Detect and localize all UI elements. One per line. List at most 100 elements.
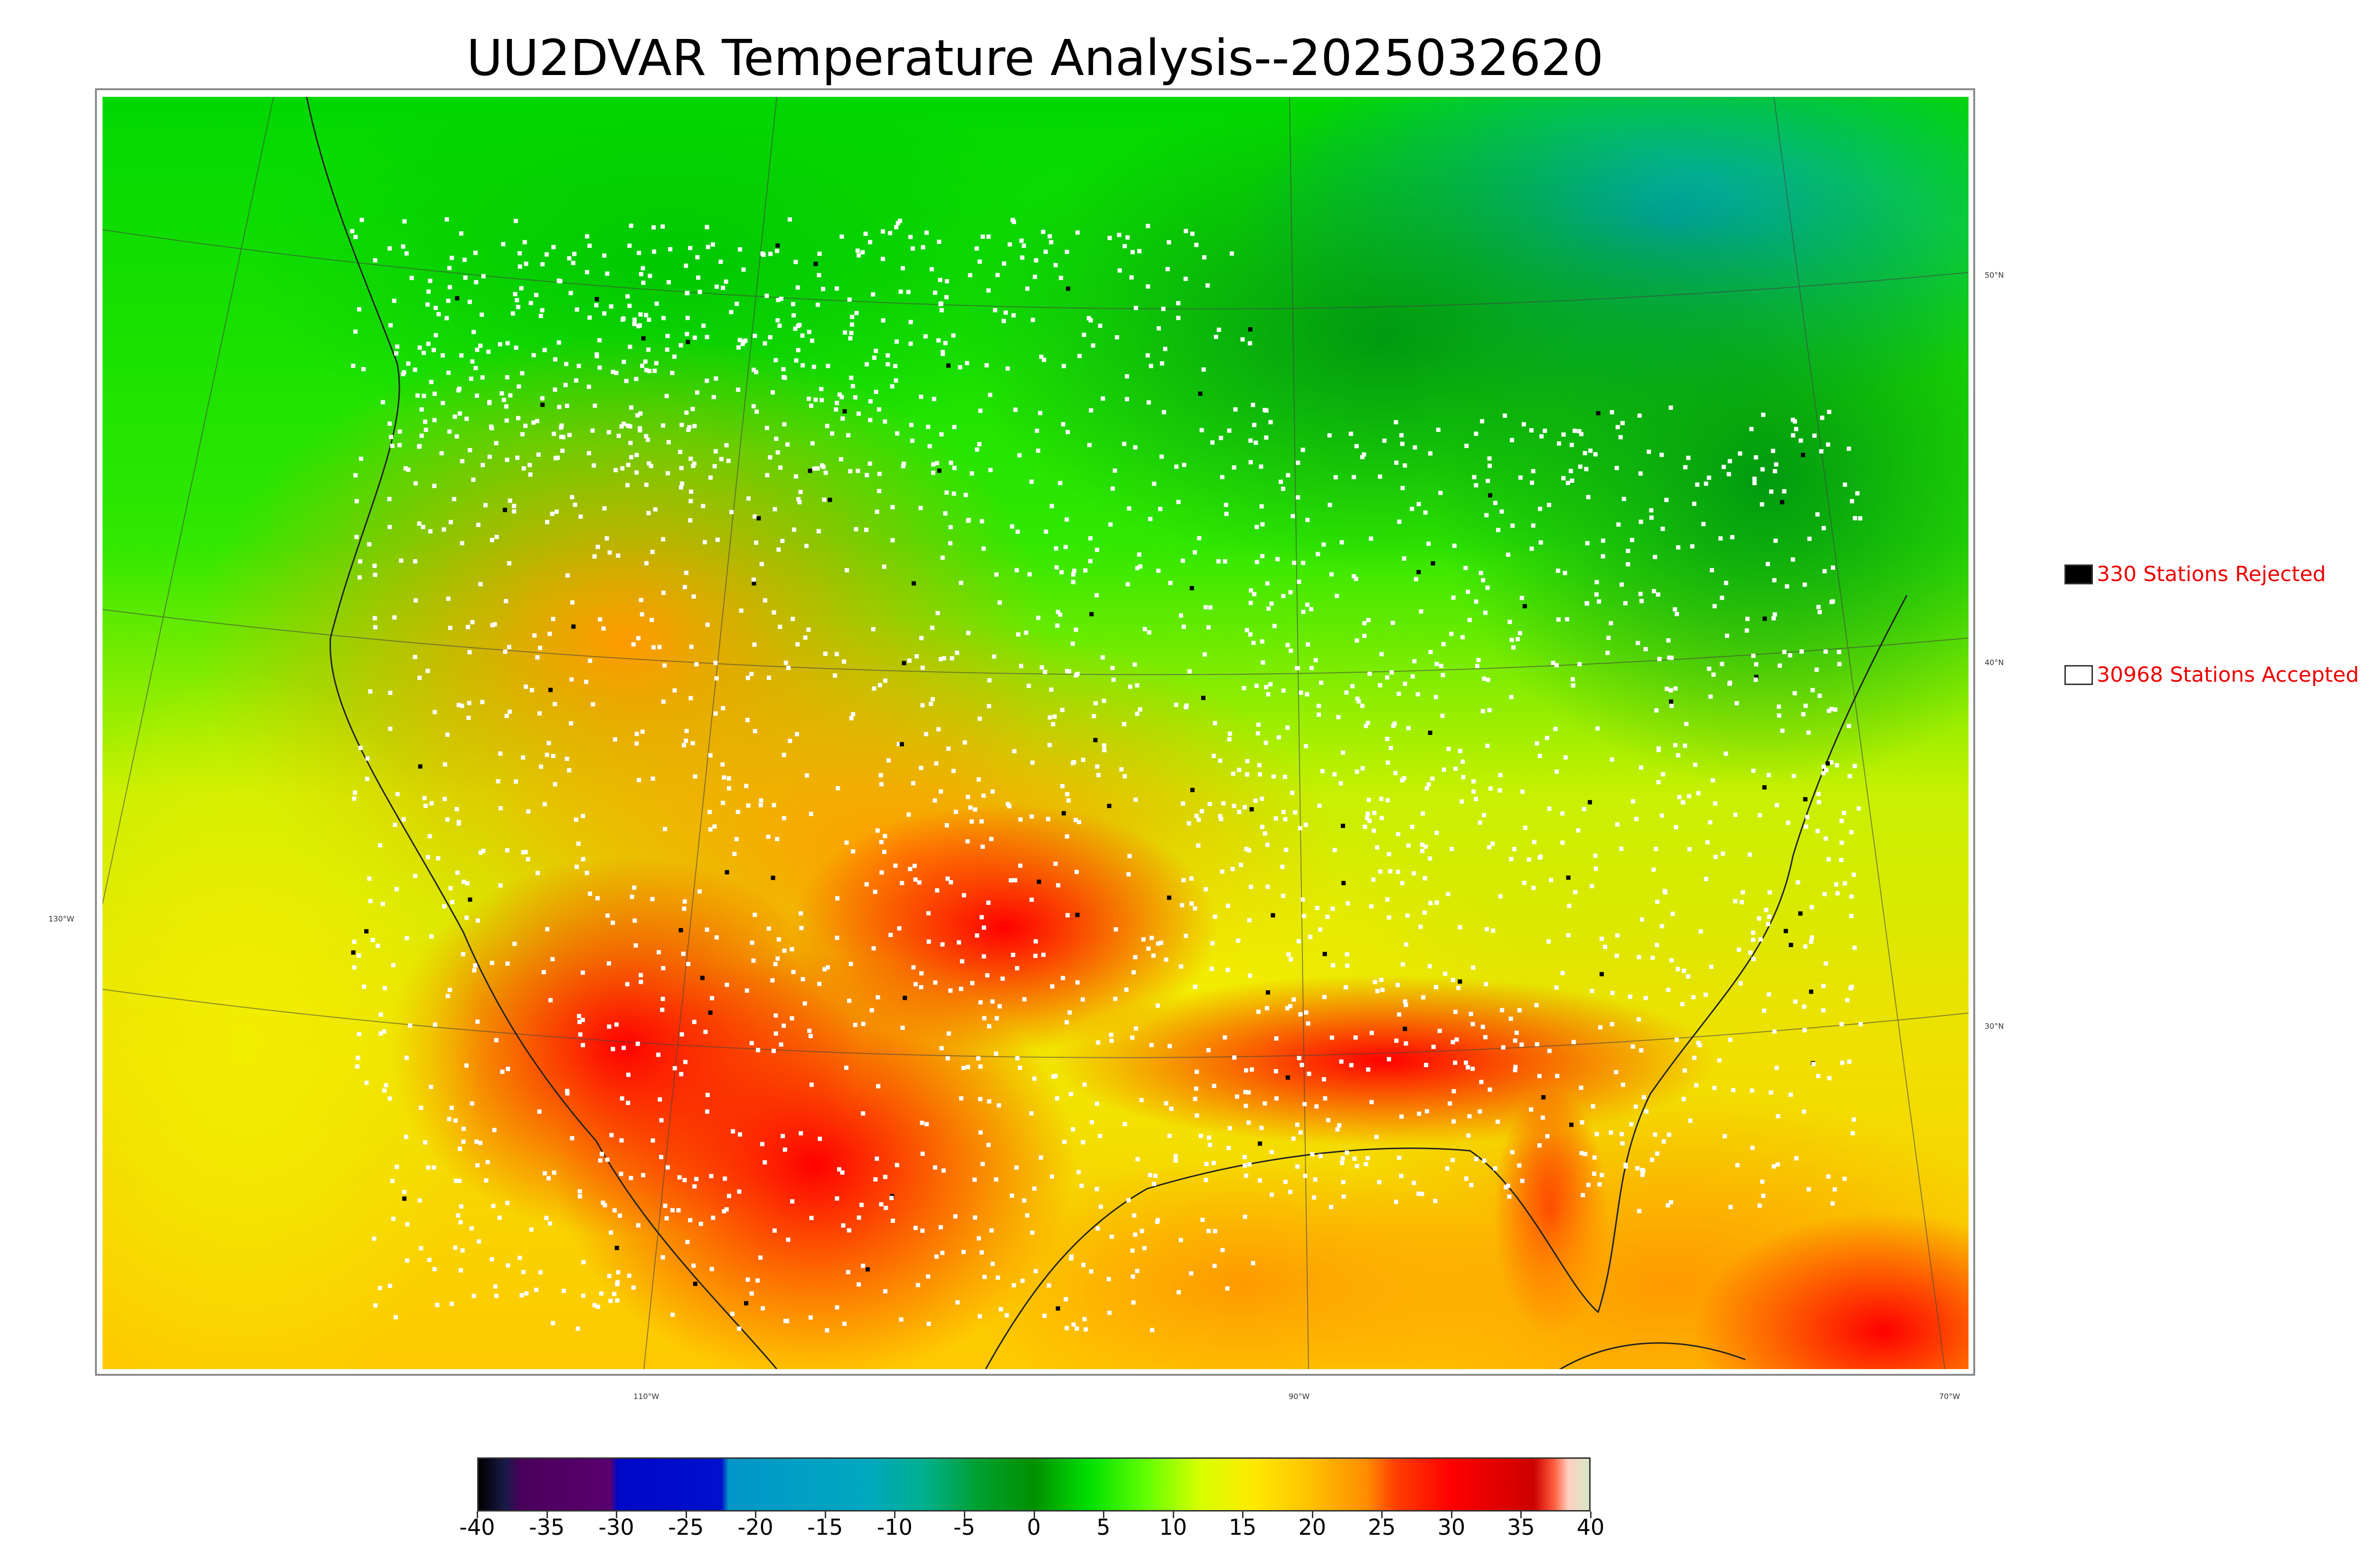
station-marker bbox=[1281, 688, 1286, 693]
station-marker bbox=[1740, 900, 1744, 904]
station-marker bbox=[550, 511, 555, 516]
station-marker bbox=[1532, 840, 1536, 845]
station-marker bbox=[791, 970, 796, 975]
station-marker bbox=[490, 538, 494, 543]
station-marker bbox=[1159, 454, 1164, 459]
station-marker bbox=[1659, 924, 1664, 929]
station-marker bbox=[877, 471, 882, 476]
station-marker bbox=[1845, 998, 1850, 1003]
temperature-map[interactable] bbox=[103, 97, 1969, 1369]
map-frame[interactable]: 50°N 40°N 30°N 130°W 110°W 90°W 70°W bbox=[48, 88, 2004, 1401]
station-marker bbox=[995, 272, 1000, 277]
station-marker bbox=[976, 1056, 980, 1061]
station-marker bbox=[1522, 604, 1527, 609]
station-marker bbox=[970, 981, 975, 986]
station-marker bbox=[480, 375, 485, 380]
station-marker bbox=[879, 782, 884, 787]
station-marker bbox=[432, 347, 436, 352]
station-marker bbox=[639, 598, 643, 602]
station-marker bbox=[585, 234, 589, 239]
station-marker bbox=[1767, 914, 1771, 919]
station-marker bbox=[874, 348, 878, 353]
station-marker bbox=[1556, 617, 1561, 622]
station-marker bbox=[614, 1022, 619, 1027]
station-marker bbox=[1372, 810, 1376, 815]
station-marker bbox=[1509, 695, 1514, 699]
station-marker bbox=[1268, 682, 1273, 686]
station-marker bbox=[810, 441, 815, 446]
station-marker bbox=[1502, 413, 1507, 418]
station-marker bbox=[799, 926, 804, 930]
station-marker bbox=[961, 1066, 966, 1070]
station-marker bbox=[1724, 581, 1728, 585]
station-marker bbox=[978, 1314, 982, 1319]
station-marker bbox=[593, 404, 597, 408]
station-marker bbox=[449, 1106, 454, 1110]
station-marker bbox=[729, 510, 734, 515]
station-marker bbox=[1071, 1322, 1076, 1327]
station-marker bbox=[916, 1283, 920, 1287]
station-marker bbox=[1453, 1009, 1458, 1014]
station-marker bbox=[1636, 1017, 1641, 1022]
station-marker bbox=[486, 349, 491, 354]
colorbar-tick-label: -10 bbox=[876, 1514, 913, 1540]
station-marker bbox=[959, 581, 963, 585]
station-marker bbox=[1571, 683, 1575, 688]
station-marker bbox=[588, 892, 593, 896]
station-marker bbox=[1230, 867, 1235, 872]
station-marker bbox=[914, 982, 918, 986]
station-marker bbox=[1822, 892, 1827, 896]
station-marker bbox=[425, 302, 430, 307]
station-marker bbox=[785, 1319, 790, 1324]
station-marker bbox=[1213, 914, 1217, 919]
station-marker bbox=[1474, 599, 1479, 604]
station-marker bbox=[1098, 323, 1102, 328]
station-marker bbox=[1325, 914, 1330, 919]
station-marker bbox=[389, 435, 394, 439]
station-marker bbox=[1585, 541, 1590, 545]
colorbar-tick bbox=[1033, 1512, 1035, 1518]
station-marker bbox=[1749, 427, 1754, 432]
station-marker bbox=[1254, 560, 1259, 564]
station-marker bbox=[1214, 335, 1218, 339]
station-marker bbox=[1577, 429, 1582, 433]
station-marker bbox=[1326, 1118, 1330, 1123]
station-marker bbox=[415, 393, 420, 398]
station-marker bbox=[1482, 676, 1487, 681]
station-marker bbox=[1140, 1229, 1144, 1233]
station-marker bbox=[1315, 906, 1319, 910]
station-marker bbox=[768, 252, 773, 256]
station-marker bbox=[577, 1014, 582, 1018]
station-marker bbox=[1541, 1095, 1546, 1099]
station-marker bbox=[1517, 1008, 1522, 1013]
station-marker bbox=[724, 443, 729, 448]
station-marker bbox=[749, 1041, 754, 1045]
station-marker bbox=[689, 489, 694, 494]
station-marker bbox=[661, 316, 666, 320]
station-marker bbox=[1304, 744, 1308, 749]
station-marker bbox=[919, 636, 924, 640]
station-marker bbox=[354, 535, 359, 539]
station-marker bbox=[433, 333, 438, 338]
station-marker bbox=[1485, 585, 1490, 590]
station-marker bbox=[665, 1165, 670, 1170]
station-marker bbox=[1189, 876, 1194, 881]
station-marker bbox=[425, 668, 430, 673]
station-marker bbox=[395, 1164, 399, 1169]
station-marker bbox=[1791, 774, 1796, 779]
station-marker bbox=[1309, 666, 1314, 670]
station-marker bbox=[569, 721, 574, 726]
station-marker bbox=[1628, 995, 1632, 999]
station-marker bbox=[1232, 804, 1236, 808]
station-marker bbox=[980, 1250, 984, 1255]
station-marker bbox=[1410, 674, 1415, 679]
station-marker bbox=[622, 422, 626, 426]
station-marker bbox=[1345, 1150, 1349, 1155]
station-marker bbox=[1265, 581, 1270, 586]
station-marker bbox=[445, 994, 450, 998]
station-marker bbox=[801, 977, 805, 982]
station-marker bbox=[1168, 1044, 1172, 1049]
station-marker bbox=[1285, 725, 1290, 730]
station-marker bbox=[507, 561, 511, 565]
station-marker bbox=[423, 1140, 427, 1145]
